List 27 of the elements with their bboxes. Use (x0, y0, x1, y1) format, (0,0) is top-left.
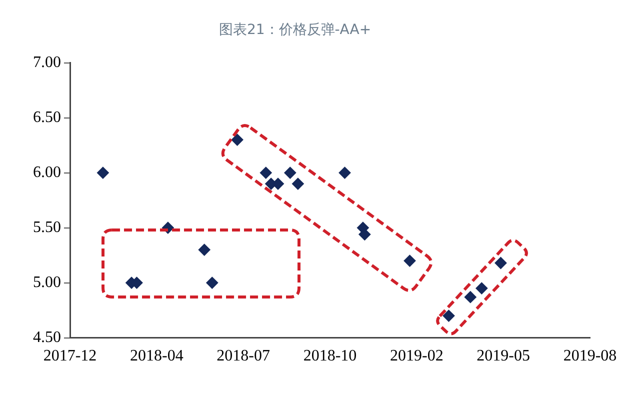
point (284, 166, 296, 179)
point (476, 282, 488, 294)
point (206, 276, 218, 289)
x-tick-label: 2018-04 (130, 348, 184, 365)
x-tick-label: 2017-12 (43, 348, 97, 365)
y-tick-label: 5.00 (33, 274, 61, 292)
y-tick-label: 6.50 (33, 109, 61, 126)
x-tick-label: 2019-05 (476, 348, 530, 365)
y-tick-label: 4.50 (33, 329, 61, 346)
point (231, 134, 244, 146)
point (338, 166, 351, 179)
x-tick-label: 2018-10 (303, 348, 357, 365)
x-tick-label: 2019-02 (390, 348, 444, 365)
x-tick-label: 2018-07 (216, 348, 270, 365)
chart-title: 图表21：价格反弹-AA+ (218, 22, 372, 38)
point (198, 244, 210, 256)
point (404, 254, 416, 267)
point (442, 310, 455, 322)
point (292, 178, 304, 190)
point (464, 291, 476, 304)
y-tick-label: 7.00 (33, 54, 61, 72)
y-tick-label: 5.50 (33, 219, 61, 236)
point (260, 166, 272, 179)
point (494, 257, 507, 269)
x-tick-label: 2019-08 (563, 348, 617, 365)
point (96, 166, 109, 179)
y-tick-label: 6.00 (33, 164, 61, 182)
